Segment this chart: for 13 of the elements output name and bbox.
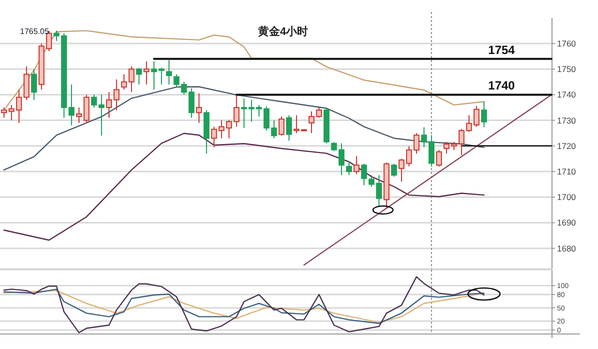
y-tick-label: 1710 <box>557 166 576 176</box>
series-label: 1754 <box>488 42 516 57</box>
y-tick-label: 1740 <box>557 90 576 100</box>
series-label: 1740 <box>488 78 516 93</box>
y-tick-label: 1690 <box>557 218 576 228</box>
text: 黄金4小时 <box>256 24 308 38</box>
y-tick-label: 1750 <box>557 64 576 74</box>
annotation: 1765.05 <box>20 26 50 36</box>
y-tick-label: 1760 <box>557 38 576 48</box>
y-tick-label: 1730 <box>557 115 576 126</box>
y-tick-label: 1700 <box>557 192 576 202</box>
y-tick-label: 1680 <box>557 243 576 254</box>
y-tick-label: 1720 <box>557 140 576 151</box>
